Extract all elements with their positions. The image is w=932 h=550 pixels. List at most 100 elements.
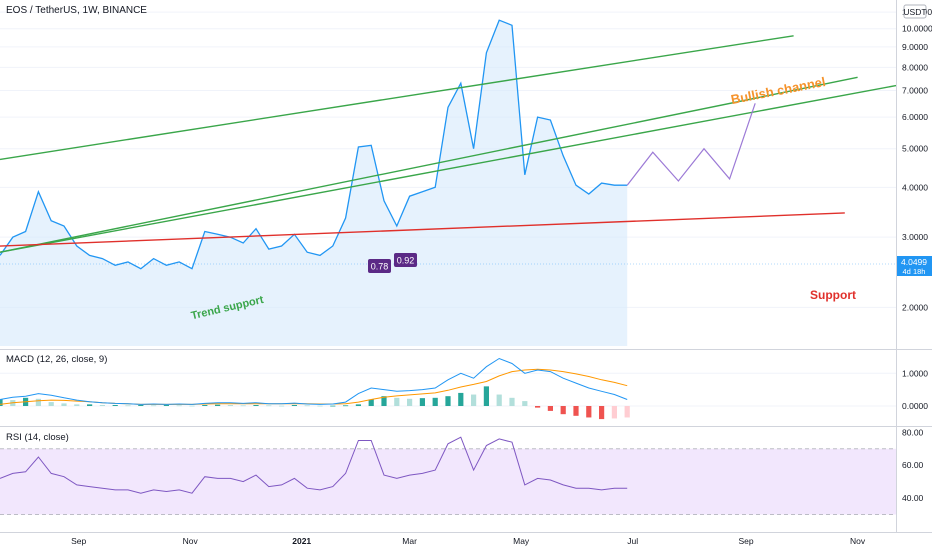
price-tick-label: 9.0000 — [902, 42, 928, 52]
macd-histogram-bar — [573, 406, 579, 416]
price-tick-label: 6.0000 — [902, 112, 928, 122]
currency-badge: USDT — [903, 4, 927, 19]
macd-histogram-bar — [163, 405, 169, 406]
rsi-tick-label: 40.00 — [902, 493, 924, 503]
macd-histogram-bar — [266, 405, 272, 407]
time-tick-label: Mar — [402, 536, 417, 546]
macd-histogram-bar — [176, 405, 182, 407]
time-tick-label: Sep — [71, 536, 86, 546]
macd-histogram-bar — [48, 402, 54, 406]
macd-histogram-bar — [253, 405, 259, 406]
macd-histogram-bar — [394, 397, 400, 406]
time-tick-label: Jul — [627, 536, 638, 546]
macd-histogram-bar — [61, 403, 67, 406]
price-tick-label: 2.0000 — [902, 302, 928, 312]
macd-pane[interactable]: 1.0000 0.0000 MACD (12, 26, close, 9) — [0, 349, 932, 420]
support-label: Support — [810, 288, 856, 302]
macd-histogram-bar — [240, 405, 246, 407]
macd-histogram-bar — [291, 405, 297, 406]
macd-histogram-bar — [509, 397, 515, 406]
projection-path — [626, 103, 756, 186]
rsi-pane[interactable]: 80.00 60.00 40.00 RSI (14, close) — [0, 426, 932, 516]
macd-tick-label: 0.0000 — [902, 401, 928, 411]
macd-histogram-bar — [547, 406, 553, 411]
macd-histogram-bar — [368, 399, 374, 406]
macd-tick-label: 1.0000 — [902, 368, 928, 378]
price-tick-label: 10.0000 — [902, 24, 932, 34]
rsi-title: RSI (14, close) — [6, 432, 69, 443]
macd-histogram-bar — [87, 404, 93, 406]
macd-histogram-bar — [330, 405, 336, 407]
macd-title: MACD (12, 26, close, 9) — [6, 354, 107, 365]
macd-histogram-bar — [458, 392, 464, 406]
price-tick-label: 5.0000 — [902, 144, 928, 154]
support-line[interactable] — [0, 212, 845, 247]
macd-histogram-bar — [432, 397, 438, 406]
price-axis[interactable]: 2.0000 3.0000 4.0000 5.0000 6.0000 7.0000 8.00… — [896, 0, 932, 532]
time-tick-label: May — [513, 536, 530, 546]
price-area-fill — [0, 20, 628, 346]
macd-histogram-bar — [279, 405, 285, 407]
macd-histogram-bar — [202, 405, 208, 406]
macd-histogram-bar — [471, 394, 477, 406]
macd-histogram-bar — [496, 394, 502, 406]
macd-histogram-bar — [74, 404, 80, 406]
macd-histogram-bar — [560, 406, 566, 415]
rsi-tick-label: 60.00 — [902, 460, 924, 470]
macd-histogram-bar — [138, 405, 144, 406]
time-tick-label: Sep — [738, 536, 753, 546]
macd-histogram-bar — [407, 398, 413, 406]
macd-histogram-bar — [35, 398, 41, 406]
trend-support-line[interactable] — [0, 84, 897, 253]
bullish-channel-label: Bullish channel — [730, 74, 827, 107]
macd-histogram-bar — [99, 405, 105, 406]
bullish-channel-middle-line[interactable] — [0, 76, 858, 253]
currency-label: USDT — [903, 7, 926, 17]
macd-histogram-bar — [343, 405, 349, 407]
time-tick-label: 2021 — [292, 536, 311, 546]
current-price-countdown: 4d 18h — [903, 267, 926, 276]
macd-histogram-bar — [483, 386, 489, 406]
projection-badge-2: 0.92 — [394, 253, 417, 267]
price-tick-label: 8.0000 — [902, 62, 928, 72]
macd-histogram-bar — [317, 405, 323, 407]
rsi-tick-label: 80.00 — [902, 427, 924, 437]
macd-histogram-bar — [611, 406, 617, 419]
rsi-band — [0, 448, 896, 515]
macd-histogram-bar — [599, 406, 605, 420]
macd-histogram-bar — [355, 404, 361, 406]
macd-histogram-bar — [189, 405, 195, 407]
macd-histogram-bar — [419, 398, 425, 406]
price-tick-label: 3.0000 — [902, 232, 928, 242]
macd-signal-line — [0, 368, 628, 405]
current-price-value: 4.0499 — [901, 257, 927, 267]
price-tick-label: 4.0000 — [902, 182, 928, 192]
price-tick-label: 7.0000 — [902, 85, 928, 95]
price-line — [0, 19, 628, 270]
macd-histogram-bar — [304, 405, 310, 407]
macd-histogram-bar — [381, 396, 387, 406]
macd-histogram-bar — [125, 405, 131, 407]
projection-badge-1: 0.78 — [368, 259, 391, 273]
time-tick-label: Nov — [183, 536, 199, 546]
macd-histogram-bar — [522, 401, 528, 406]
macd-line — [0, 357, 628, 405]
bullish-channel-upper-line[interactable] — [0, 35, 794, 161]
rsi-line — [0, 436, 628, 494]
macd-histogram-bar — [112, 405, 118, 406]
macd-histogram-bar — [215, 404, 221, 406]
macd-histogram-bar — [445, 396, 451, 406]
chart-title: EOS / TetherUS, 1W, BINANCE — [6, 5, 147, 16]
badge-1-label: 0.78 — [371, 262, 389, 272]
badge-2-label: 0.92 — [397, 256, 415, 266]
current-price-tag: 4.0499 4d 18h — [897, 256, 932, 276]
macd-histogram-bar — [0, 399, 3, 406]
time-axis[interactable]: Sep Nov 2021 Mar May Jul Sep Nov — [0, 532, 932, 547]
price-pane[interactable]: 0.78 0.92 Bullish channel Trend support … — [0, 5, 897, 346]
time-tick-label: Nov — [850, 536, 866, 546]
macd-histogram-bar — [624, 406, 630, 418]
macd-histogram-bar — [535, 406, 541, 408]
macd-histogram-bar — [151, 405, 157, 407]
macd-histogram-bar — [227, 405, 233, 406]
